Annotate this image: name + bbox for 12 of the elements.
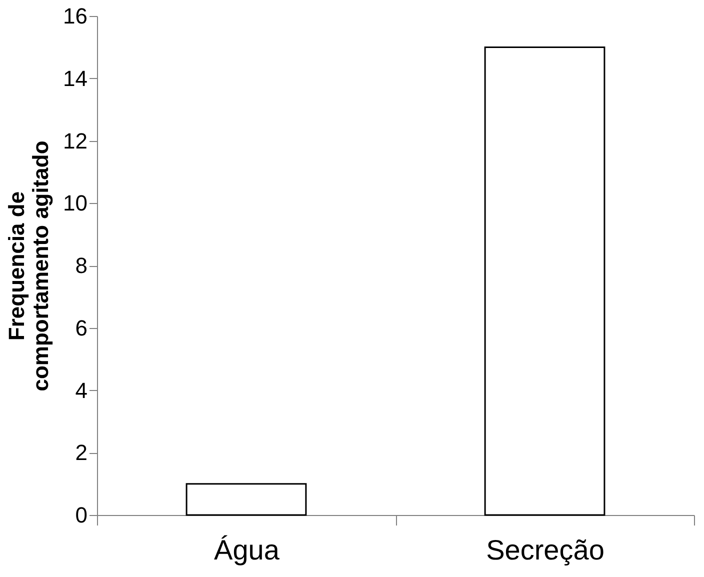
y-axis-title: Frequencia de comportamento agitado [4, 140, 54, 392]
y-tick-label: 12 [63, 128, 88, 154]
y-tick-label: 2 [75, 440, 88, 466]
y-tick-label: 4 [75, 378, 88, 403]
x-tick-label: Água [214, 534, 280, 566]
y-tick-label: 14 [63, 66, 88, 91]
y-tick-label: 16 [63, 4, 88, 28]
y-tick-label: 6 [75, 315, 88, 340]
y-tick-label: 0 [75, 502, 88, 528]
y-tick-label: 10 [63, 190, 88, 216]
x-tick-label: Secreção [486, 534, 604, 566]
y-tick-label: 8 [75, 253, 88, 278]
